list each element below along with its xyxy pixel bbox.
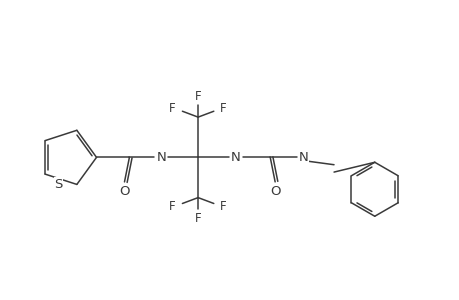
- Text: N: N: [156, 151, 166, 164]
- Text: F: F: [194, 90, 201, 103]
- Text: F: F: [169, 200, 175, 213]
- Text: F: F: [220, 200, 226, 213]
- Text: F: F: [194, 212, 201, 225]
- Text: N: N: [298, 151, 308, 164]
- Text: S: S: [54, 178, 62, 191]
- Text: O: O: [119, 185, 129, 198]
- Text: O: O: [269, 185, 280, 198]
- Text: F: F: [169, 102, 175, 115]
- Text: F: F: [220, 102, 226, 115]
- Text: N: N: [230, 151, 240, 164]
